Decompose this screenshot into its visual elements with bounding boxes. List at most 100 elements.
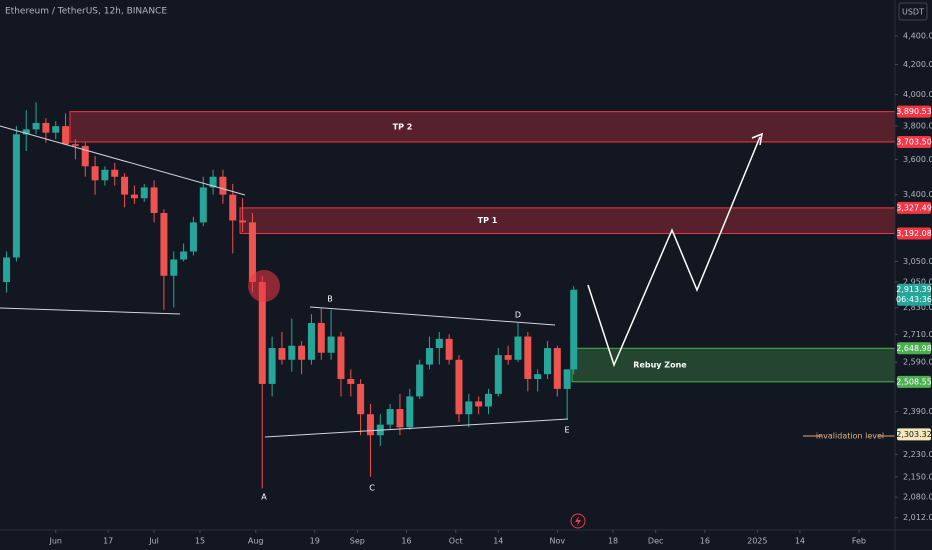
price-tag-label: 2,508.55 (896, 377, 932, 386)
arrow-head (751, 132, 763, 146)
candle-body (553, 348, 561, 389)
candle-body (366, 414, 374, 436)
price-tag (897, 227, 931, 240)
candle-body (101, 169, 109, 181)
zone (69, 111, 896, 143)
candle-body (475, 401, 483, 407)
y-tick-label: 2,012.00 (903, 513, 932, 522)
x-tick-label: Nov (550, 537, 566, 546)
candle-body (130, 194, 138, 199)
y-tick-label: 2,230.00 (903, 450, 932, 459)
zone (239, 207, 896, 234)
candle-body (504, 355, 512, 360)
y-tick-label: 2,950.00 (903, 278, 932, 287)
zone (571, 347, 896, 383)
candle-body (32, 122, 40, 130)
candle-body (357, 383, 365, 415)
y-tick-label: 2,590.00 (903, 358, 932, 367)
highlight-circle (248, 270, 280, 302)
point-label: A (261, 493, 267, 502)
candle-body (52, 126, 60, 133)
x-tick-label: Dec (648, 537, 663, 546)
candle-body (239, 220, 247, 223)
trend-line (264, 418, 569, 438)
chart-title: Ethereum / TetherUS, 12h, BINANCE (5, 7, 167, 17)
candle-body (248, 222, 256, 283)
candle-body (180, 251, 188, 260)
x-tick-label: 14 (493, 537, 503, 546)
trend-line (0, 307, 181, 315)
projection (587, 136, 761, 368)
price-tag-label: 2,303.32 (896, 430, 932, 439)
countdown: 06:43:36 (896, 295, 932, 304)
candle-body (543, 348, 551, 375)
candle-body (189, 222, 197, 252)
y-tick-label: 2,150.00 (903, 472, 932, 481)
candle-body (199, 187, 207, 223)
point-label: D (515, 311, 521, 320)
candle-body (268, 348, 276, 384)
y-tick-label: 4,200.00 (903, 60, 932, 69)
candle-body (317, 323, 325, 353)
price-tag (897, 105, 931, 118)
x-tick-label: 16 (700, 537, 710, 546)
price-tag-label: 3,192.08 (896, 229, 932, 238)
candle-body (3, 257, 11, 283)
candle-body (288, 345, 296, 360)
y-tick-label: 2,390.00 (903, 407, 932, 416)
x-tick-label: 15 (195, 537, 205, 546)
y-tick-label: 3,050.00 (903, 257, 932, 266)
candle-body (570, 289, 578, 370)
candle-body (91, 166, 99, 181)
x-tick-label: 18 (608, 537, 618, 546)
x-tick-label: Jul (148, 537, 159, 546)
point-label: B (327, 295, 333, 304)
candle-body (140, 187, 148, 199)
candle-body (150, 187, 158, 213)
candle-body (307, 323, 315, 360)
candle-body (71, 144, 79, 146)
point-label: E (564, 426, 569, 435)
candle-body (42, 122, 50, 133)
candle-body (455, 359, 463, 415)
x-tick-label: Sep (350, 537, 365, 546)
candle-body (278, 348, 286, 360)
y-tick-label: 2,710.00 (903, 330, 932, 339)
candle-body (22, 129, 30, 135)
point-label: C (369, 484, 375, 493)
price-tag-label: 3,327.49 (896, 203, 932, 212)
candle-body (386, 409, 394, 425)
y-tick-label: 3,400.00 (903, 190, 932, 199)
y-tick-label: 4,000.00 (903, 90, 932, 99)
candle-body (435, 338, 443, 349)
x-tick-label: 14 (795, 537, 805, 546)
invalidation-label: invalidation level (816, 432, 884, 441)
candle-body (406, 396, 414, 428)
candle-body (219, 176, 227, 195)
candle-body (111, 169, 119, 177)
candle-body (425, 348, 433, 365)
price-tag-label: 3,890.53 (896, 107, 932, 116)
candle-body (396, 409, 404, 428)
candle-body (337, 336, 345, 380)
y-tick-label: 2,830.00 (903, 303, 932, 312)
drawings (0, 125, 895, 438)
candle-body (563, 369, 571, 389)
trend-line (309, 306, 556, 326)
x-tick-label: Feb (852, 537, 866, 546)
price-tag (897, 201, 931, 214)
candle-body (298, 345, 306, 360)
x-tick-label: Jun (48, 537, 62, 546)
zone-label: TP 2 (393, 122, 413, 131)
candle-body (347, 379, 355, 384)
candle-body (121, 176, 129, 195)
trend-line (0, 125, 246, 196)
candle-body (484, 393, 492, 407)
candle-body (209, 176, 217, 188)
candle-body (170, 259, 178, 276)
candle-body (524, 336, 532, 380)
price-tag (897, 428, 931, 441)
